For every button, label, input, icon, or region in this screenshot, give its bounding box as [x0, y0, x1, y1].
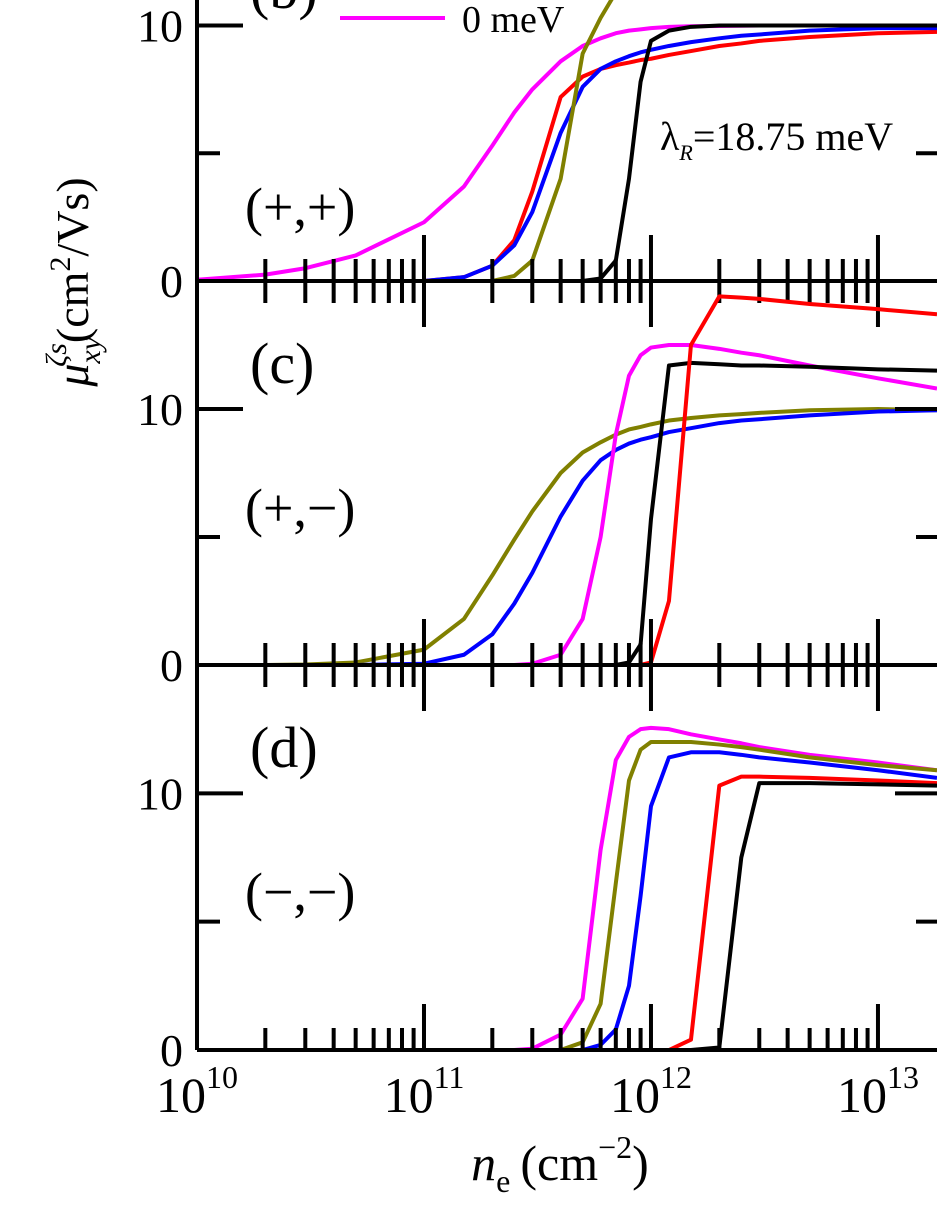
y-label-symbol: μ [47, 364, 98, 388]
series-line [197, 740, 937, 1050]
series-line [197, 343, 937, 665]
series-line [197, 23, 937, 281]
x-tick-power: 12 [660, 1059, 692, 1095]
y-tick-label: 10 [137, 1, 183, 52]
region-label: (+,+) [245, 177, 355, 237]
series-line [197, 774, 937, 1050]
x-tick-base: 10 [837, 1067, 887, 1123]
y-tick-label: 0 [160, 1025, 183, 1076]
series-line [197, 360, 937, 665]
x-label-unit-sup: −2 [598, 1129, 632, 1165]
x-label-sub: e [496, 1163, 510, 1199]
annotation-symbol: λ [660, 114, 680, 159]
series-line [197, 26, 937, 281]
panel-label: (c) [250, 331, 314, 396]
series-line [197, 750, 937, 1050]
x-tick-label: 1013 [837, 1059, 919, 1123]
y-label-sup: ζs [40, 343, 73, 367]
y-label-unit: (cm [47, 271, 98, 343]
plot-area [197, 0, 937, 281]
series-line [197, 725, 937, 1050]
plot-area [197, 725, 937, 1050]
x-tick-label: 1012 [610, 1059, 692, 1123]
annotation-subscript: R [678, 140, 693, 165]
x-tick-label: 1010 [156, 1059, 238, 1123]
y-tick-label: 10 [137, 768, 183, 819]
x-label-unit-end: ) [632, 1135, 649, 1191]
x-label-symbol: n [471, 1135, 496, 1191]
x-tick-power: 10 [206, 1059, 238, 1095]
y-axis-label: μxyζs(cm2/Vs) [40, 177, 107, 387]
annotation: λR=18.75 meV [660, 114, 893, 165]
series-line [197, 781, 937, 1050]
series-line [197, 294, 937, 665]
x-tick-base: 10 [156, 1067, 206, 1123]
region-label: (+,−) [245, 478, 355, 538]
y-label-unit-end: /Vs) [47, 177, 98, 256]
region-label: (−,−) [245, 862, 355, 922]
y-tick-label: 10 [137, 384, 183, 435]
x-tick-power: 13 [887, 1059, 919, 1095]
x-axis-label: ne (cm−2) [471, 1129, 649, 1199]
y-tick-label: 0 [160, 256, 183, 307]
y-label-sub: xy [74, 336, 107, 364]
series-line [197, 0, 614, 281]
legend-label: 0 meV [462, 0, 565, 41]
x-tick-label: 1011 [384, 1059, 465, 1123]
annotation-text: =18.75 meV [693, 114, 893, 159]
y-tick-label: 0 [160, 640, 183, 691]
x-label-unit: (cm [520, 1135, 598, 1191]
x-tick-power: 11 [434, 1059, 465, 1095]
y-label-unit-sup: 2 [44, 257, 77, 272]
panel-label: (d) [250, 715, 318, 780]
x-tick-base: 10 [610, 1067, 660, 1123]
x-tick-base: 10 [384, 1067, 434, 1123]
panel-label: (b) [250, 0, 318, 21]
